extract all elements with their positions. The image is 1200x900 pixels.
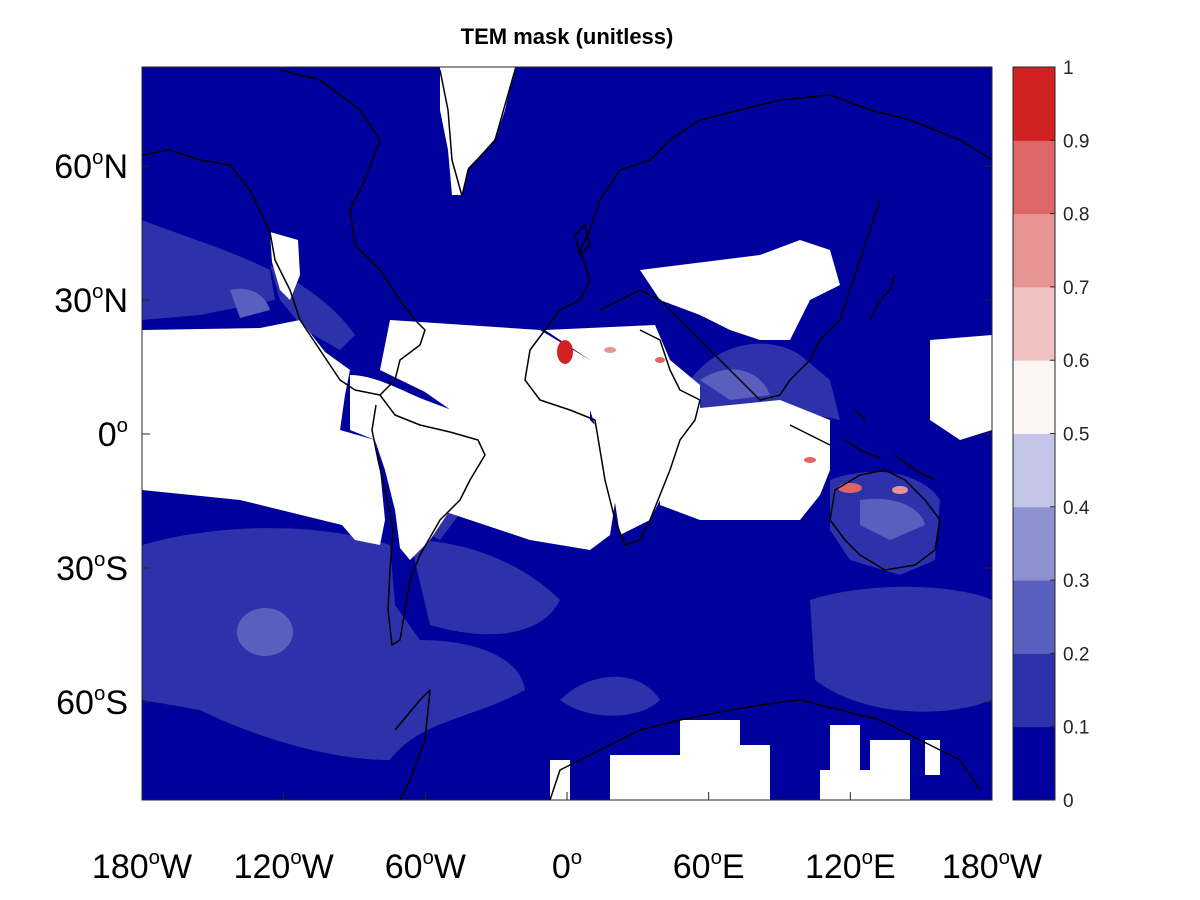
colorbar: 0 0.1 0.2 0.3 0.4 0.5 0.6 0.7 0.8 0.9 1 [1012,58,1090,812]
colorbar-tick-label: 0.2 [1063,644,1089,665]
australia-mid-field [860,498,925,540]
map-title: TEM mask (unitless) [460,24,674,49]
antarctica-mask-block [830,725,860,775]
colorbar-segment [1013,140,1055,215]
eurasia-mask [640,240,840,340]
lon-tick-label: 120oE [805,847,896,886]
arabia-hotspot [655,357,665,363]
africa-coastline [524,329,701,546]
antarctica-coastline [394,689,981,800]
south-america-mask [350,375,480,560]
lat-tick-label: 30oS [56,549,128,588]
colorbar-segment [1013,580,1055,654]
longitude-axis: 180oW 120oW 60oW 0o 60oE 120oE 180oW [92,792,1042,886]
lon-tick-label: 180oW [942,847,1042,886]
tropical-pacific-mask [142,320,385,545]
lon-tick-label: 180oW [92,847,192,886]
lon-tick-label: 0o [552,847,582,886]
southern-ocean-blob [560,676,660,716]
lon-tick-label: 120oW [234,847,334,886]
colorbar-tick-label: 1 [1063,58,1074,79]
japan-coastline [869,274,896,321]
tropical-atlantic-mask [380,320,620,550]
australia-hotspot [838,483,862,493]
greenland-mask [440,67,515,195]
lon-tick-label: 60oW [385,847,466,886]
colorbar-segment [1013,726,1055,801]
colorbar-segment [1013,67,1055,141]
colorbar-segment [1013,360,1055,434]
maritime-islands-coastline [789,409,936,481]
south-pacific-patch [237,608,293,656]
antarctica-mask-block [925,740,940,775]
north-pacific-coast-field [230,288,270,318]
greenland-coastline [439,69,516,197]
west-pacific-mask [930,335,992,440]
colorbar-segment [1013,653,1055,728]
lat-tick-label: 0o [98,415,128,454]
antarctica-mask-block [740,745,770,800]
lat-tick-label: 30oN [54,281,128,320]
lon-tick-label: 60oE [673,847,745,886]
indian-ocean-mask [660,400,830,520]
asia-land-field [690,343,840,420]
colorbar-tick-label: 0.5 [1063,425,1089,446]
uk-coastline [574,224,591,256]
colorbar-tick-label: 0.9 [1063,131,1089,152]
sahara-hotspot [604,347,616,353]
colorbar-segment [1013,286,1055,361]
north-america-mask [270,232,300,300]
antarctica-mask-block [610,755,680,800]
antarctica-mask [550,720,940,800]
colorbar-tick-label: 0 [1063,791,1074,812]
australia-coastline [829,469,941,571]
high-value-hotspots [557,340,908,494]
lat-tick-label: 60oS [56,683,128,722]
colorbar-tick-label: 0.7 [1063,278,1089,299]
antarctica-mask-block [550,760,570,800]
maritime-continent-hotspot [892,486,908,494]
eurasia-coastline [544,94,992,401]
colorbar-tick-label: 0.4 [1063,498,1090,519]
south-atlantic-field [410,540,560,635]
coastlines [142,69,992,800]
south-indian-field [810,586,992,712]
north-america-coastline [142,69,426,396]
colorbar-segment [1013,506,1055,581]
mid-value-fields [230,288,925,656]
colorbar-segment [1013,213,1055,288]
lat-tick-label: 60oN [54,147,128,186]
colorbar-tick-label: 0.8 [1063,205,1089,226]
masked-regions [142,67,992,800]
colorbar-tick-label: 0.3 [1063,571,1089,592]
colorbar-tick-label: 0.6 [1063,351,1089,372]
antarctica-mask-block [680,720,740,800]
west-africa-hotspot [557,340,573,364]
colorbar-tick-label: 0.1 [1063,718,1089,739]
south-america-coastline [371,394,486,646]
latitude-axis: 60oN 30oN 0o 30oS 60oS [54,147,992,722]
southeast-asia-hotspot [804,457,816,463]
colorbar-segment [1013,433,1055,508]
